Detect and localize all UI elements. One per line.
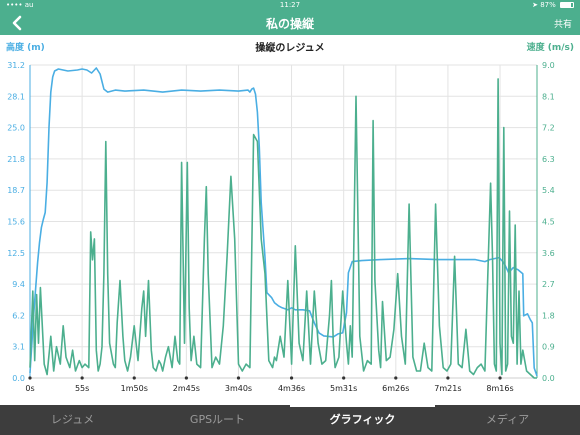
y-right-tick-label: 9.0 [542, 61, 555, 70]
battery-icon [560, 2, 574, 8]
tab-bar: レジュメ GPSルート グラフィック メディア [0, 405, 580, 435]
speed-line [29, 78, 537, 379]
y-left-tick-label: 0.0 [12, 374, 25, 383]
chart-title: 操縦のレジュメ [255, 43, 325, 54]
battery-percent: 87% [540, 1, 556, 9]
battery-indicator: ➤ 87% [532, 1, 574, 9]
x-tick-label: 1m50s [121, 384, 148, 393]
y-left-tick-label: 25.0 [7, 124, 25, 133]
x-tick-dot [184, 376, 188, 380]
clock: 11:27 [279, 1, 301, 9]
y-left-tick-label: 31.2 [7, 61, 25, 70]
y-right-tick-label: 4.5 [542, 218, 555, 227]
tab-summary[interactable]: レジュメ [50, 413, 95, 426]
y-left-tick-label: 28.1 [7, 92, 25, 101]
y-right-tick-label: 6.3 [542, 155, 555, 164]
chart-grid [29, 64, 538, 379]
nav-bar: 私の操縦 共有 [0, 10, 580, 35]
x-tick-label: 8m16s [486, 384, 513, 393]
left-axis-label: 高度 (m) [6, 43, 45, 53]
x-tick-dot [236, 376, 241, 380]
status-bar: •••• au 11:27 ➤ 87% [0, 0, 580, 10]
y-right-tick-label: 1.8 [542, 311, 555, 320]
y-right-tick-label: 7.2 [542, 124, 555, 133]
altitude-series [29, 67, 538, 377]
x-tick-label: 4m36s [278, 384, 305, 393]
x-tick-dot [498, 376, 502, 380]
chart-panel: 0.0 0.0 3.1 0.9 6.2 1.8 9.4 2.7 12.5 3.6 15.6 4.5 18… [0, 35, 580, 405]
back-button[interactable] [8, 13, 28, 33]
y-right-tick-label: 3.6 [542, 249, 555, 258]
y-left-tick-label: 6.2 [12, 311, 25, 320]
x-tick-dot [289, 376, 294, 380]
right-axis-label: 速度 (m/s) [526, 43, 574, 53]
tab-graphic[interactable]: グラフィック [290, 405, 435, 435]
chevron-left-icon [12, 15, 22, 31]
x-tick-label: 0s [25, 384, 34, 393]
y-left-tick-label: 18.7 [7, 186, 25, 195]
x-tick-dot [342, 376, 346, 380]
carrier-label: •••• au [6, 1, 34, 9]
share-button[interactable]: 共有 [553, 20, 572, 30]
x-tick-dot [394, 376, 398, 380]
tab-gps-route[interactable]: GPSルート [189, 413, 246, 426]
x-tick-label: 3m40s [225, 384, 252, 393]
x-tick-dot [446, 376, 450, 380]
tab-media[interactable]: メディア [485, 413, 530, 426]
y-left-tick-label: 12.5 [7, 249, 25, 258]
x-tick-dot [28, 376, 32, 380]
x-tick-label: 6m26s [382, 384, 409, 393]
x-tick-label: 7m21s [434, 384, 461, 393]
y-left-tick-label: 9.4 [12, 280, 25, 289]
y-left-tick-label: 3.1 [12, 343, 25, 352]
y-left-tick-label: 21.8 [7, 155, 25, 164]
page-title: 私の操縦 [265, 17, 314, 31]
location-arrow-icon: ➤ [532, 1, 538, 9]
y-right-tick-label: 8.1 [542, 92, 555, 101]
x-tick-label: 5m31s [330, 384, 357, 393]
flight-summary-chart: 0.0 0.0 3.1 0.9 6.2 1.8 9.4 2.7 12.5 3.6 15.6 4.5 18… [7, 61, 555, 393]
altitude-line [29, 67, 538, 377]
y-right-tick-label: 0.9 [542, 343, 555, 352]
y-right-tick-label: 2.7 [542, 280, 555, 289]
y-left-tick-label: 15.6 [7, 218, 25, 227]
speed-series [29, 78, 537, 379]
axis-ticks: 0.0 0.0 3.1 0.9 6.2 1.8 9.4 2.7 12.5 3.6 15.6 4.5 18… [7, 61, 555, 393]
y-right-tick-label: 5.4 [542, 186, 555, 195]
x-tick-label: 2m45s [173, 384, 200, 393]
x-tick-dot [132, 376, 136, 380]
x-tick-dot [80, 376, 84, 380]
x-tick-label: 55s [75, 384, 89, 393]
y-right-tick-label: 0.0 [542, 374, 555, 383]
